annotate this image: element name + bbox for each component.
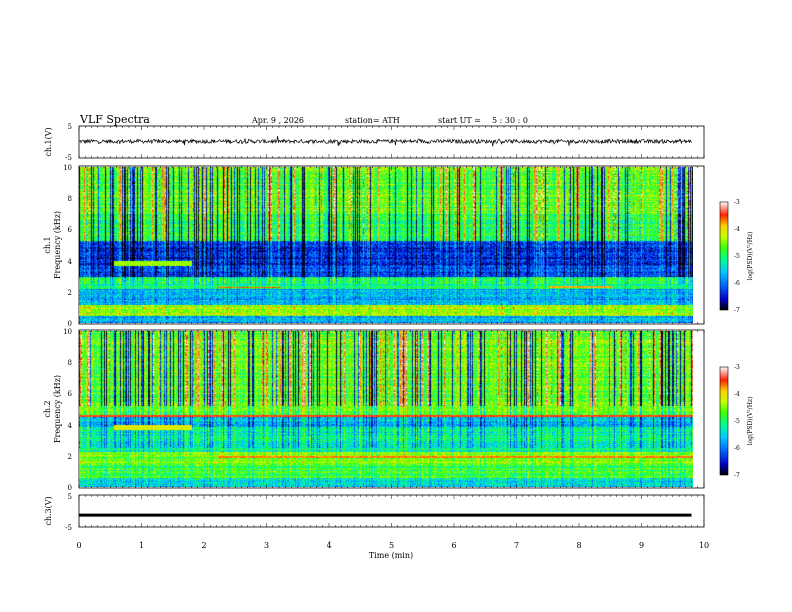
x-tick-label-0: 0	[76, 541, 81, 550]
x-tick-label-5: 5	[389, 541, 394, 550]
station-label: station= ATH	[345, 116, 400, 125]
colorbar-ch1-scale	[719, 201, 729, 311]
x-tick-label-2: 2	[201, 541, 206, 550]
start-time-label: start UT =	[438, 116, 481, 125]
x-tick-label-6: 6	[451, 541, 456, 550]
ch3-ytick-top: 5	[68, 493, 72, 501]
ch2-spectrogram-panel: 10 8 6 4 2 0 ch.2 Frequency (kHz)	[43, 328, 705, 492]
x-tick-label-7: 7	[514, 541, 519, 550]
colorbar-ch2-label: log(PSD)(V²/Hz)	[747, 397, 754, 446]
x-tick-label-1: 1	[139, 541, 144, 550]
ch1-channel-label: ch.1	[43, 236, 52, 253]
colorbar-ch1-tick-m6: -6	[734, 280, 740, 287]
ch2-frequency-label: Frequency (kHz)	[53, 375, 62, 443]
x-tick-label-9: 9	[639, 541, 644, 550]
ch1-ytick-4: 4	[68, 258, 73, 266]
ch1-ytick-2: 2	[68, 289, 72, 297]
colorbar-ch1-tick-m5: -5	[734, 253, 740, 260]
start-time-value: 5 : 30 : 0	[492, 116, 528, 125]
ch3-ytick-bottom: -5	[65, 524, 72, 532]
ch1-spectrogram-image	[79, 167, 693, 323]
colorbar-ch2-tick-m5: -5	[734, 418, 740, 425]
colorbar-ch1-tick-m4: -4	[734, 226, 740, 233]
ch1-ytick-8: 8	[68, 195, 72, 203]
ch2-ytick-4: 4	[68, 422, 73, 430]
x-axis: 0 1 2 3 4 5 6 7 8 9 10 Time (min)	[76, 541, 709, 560]
ch1-spectrogram-panel: 10 8 6 4 2 0 ch.1 Frequency (kHz)	[43, 164, 705, 328]
ch3-waveform-frame	[78, 494, 705, 528]
ch2-ytick-10: 10	[63, 328, 72, 336]
x-axis-label: Time (min)	[369, 551, 413, 560]
colorbar-ch2-scale	[719, 366, 729, 476]
ch2-spectrogram-image	[79, 331, 693, 487]
ch1-ytick-6: 6	[68, 226, 73, 234]
x-tick-label-8: 8	[576, 541, 581, 550]
colorbar-ch1-label: log(PSD)(V²/Hz)	[747, 232, 754, 281]
ch3-waveform-panel: 5 -5 ch.3(V)	[44, 493, 705, 532]
colorbar-ch1: -3 -4 -5 -6 -7 log(PSD)(V²/Hz)	[719, 199, 754, 314]
ch1-waveform-trace	[78, 136, 692, 147]
ch2-ytick-2: 2	[68, 453, 72, 461]
ch1-ytick-10: 10	[63, 164, 72, 172]
x-tick-label-4: 4	[326, 541, 331, 550]
ch1-ytick-bottom: -5	[65, 154, 72, 162]
colorbar-ch2-tick-m7: -7	[734, 472, 740, 479]
colorbar-ch1-tick-m3: -3	[734, 199, 740, 206]
ch2-channel-label: ch.2	[43, 400, 52, 417]
figure-title: VLF Spectra	[79, 113, 150, 126]
colorbar-ch2-tick-m6: -6	[734, 445, 740, 452]
ch1-waveform-panel: 5 -5 ch.1(V)	[44, 123, 705, 162]
colorbar-ch1-tick-m7: -7	[734, 307, 740, 314]
colorbar-ch2-tick-m3: -3	[734, 364, 740, 371]
ch1-ytick-0: 0	[68, 320, 72, 328]
colorbar-ch2: -3 -4 -5 -6 -7 log(PSD)(V²/Hz)	[719, 364, 754, 479]
ch1-frequency-label: Frequency (kHz)	[53, 211, 62, 279]
colorbar-ch2-tick-m4: -4	[734, 391, 740, 398]
ch2-ytick-8: 8	[68, 359, 72, 367]
ch2-ytick-6: 6	[68, 390, 73, 398]
x-tick-label-10: 10	[699, 541, 709, 550]
ch1-waveform-ylabel: ch.1(V)	[44, 127, 53, 156]
date-label: Apr. 9 , 2026	[251, 116, 304, 125]
ch3-waveform-ylabel: ch.3(V)	[44, 496, 53, 525]
x-tick-label-3: 3	[264, 541, 269, 550]
ch2-ytick-0: 0	[68, 484, 72, 492]
ch1-ytick-top: 5	[68, 123, 72, 131]
